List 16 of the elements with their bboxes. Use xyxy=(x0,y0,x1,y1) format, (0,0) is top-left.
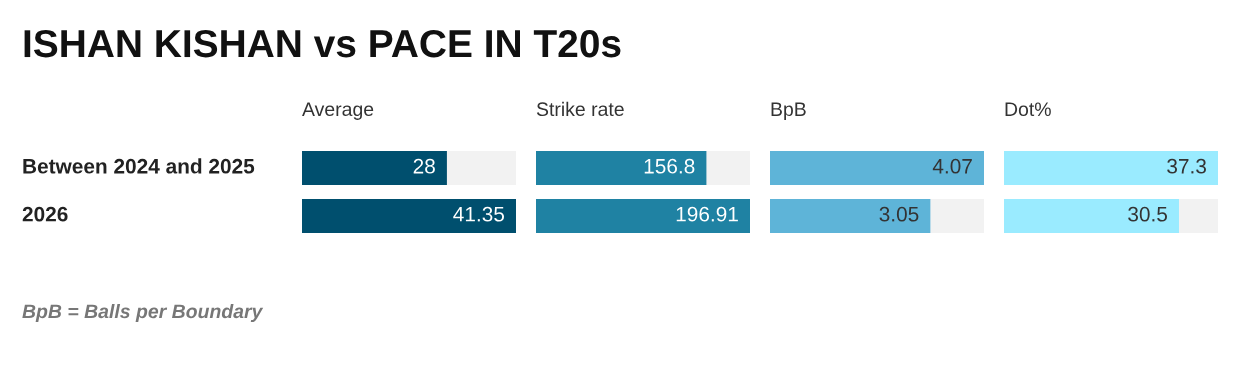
chart-title: Dot% xyxy=(1005,102,1051,117)
y-tick-label: 2026 xyxy=(22,206,68,222)
data-label: 30.5 xyxy=(1128,206,1168,222)
data-label: 37.3 xyxy=(1167,158,1206,174)
chart-subtitle: ISHAN KISHAN vs PACE IN T20s xyxy=(24,29,621,58)
data-label: 3.05 xyxy=(879,206,919,222)
data-label: 196.91 xyxy=(676,206,738,222)
chart-title: Average xyxy=(302,102,374,120)
y-tick-label: Between 2024 and 2025 xyxy=(23,158,255,174)
data-label: 4.07 xyxy=(932,158,972,174)
data-label: 41.35 xyxy=(453,206,505,222)
data-label: 156.8 xyxy=(644,158,695,174)
chart-title: Strike rate xyxy=(536,101,624,117)
text: BpB = Balls per Boundary xyxy=(22,303,264,323)
chart-title: BpB xyxy=(771,102,806,120)
data-label: 28 xyxy=(413,158,435,174)
